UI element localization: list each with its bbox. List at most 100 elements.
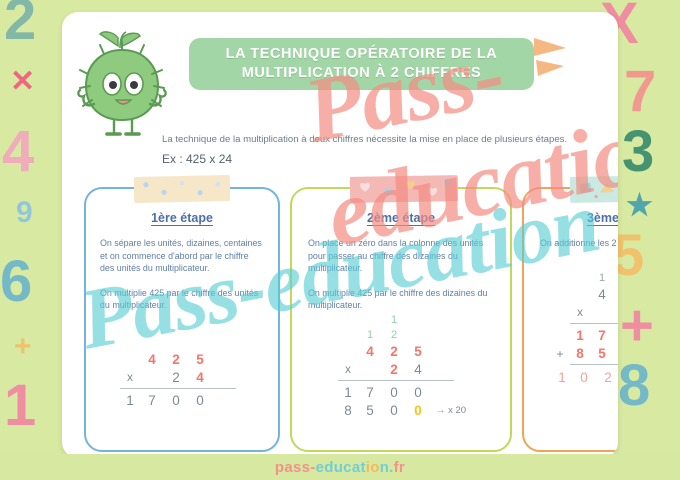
carry-digit: 1 (614, 257, 618, 269)
digit: 0 (172, 393, 180, 408)
digit: 0 (414, 385, 422, 400)
carry-digit: 1 (598, 271, 606, 284)
bg-shape-number: 7 (624, 59, 657, 124)
step-3-title: 3ème étape (586, 211, 618, 225)
step-1-title: 1ère étape (151, 211, 213, 225)
calc2-product1-row: 1 7 0 0 (338, 384, 466, 402)
divider (570, 364, 618, 365)
digit: 2 (390, 343, 398, 359)
digit: 7 (598, 328, 606, 343)
divider (570, 322, 618, 324)
bg-shape-number: 9 (16, 196, 33, 229)
digit: 2 (614, 287, 618, 302)
digit: 2 (604, 369, 612, 385)
digit: 1 (344, 385, 352, 400)
digit: 7 (366, 385, 374, 400)
washi-tape-icon (569, 175, 618, 203)
bg-shape-number: + (620, 293, 654, 358)
bg-shape-number: 8 (618, 353, 651, 418)
calc3-multiplier-row: x 2 4 (570, 303, 618, 321)
step-1-paragraph-1: On sépare les unités, dizaines, centaine… (100, 238, 262, 274)
washi-tape-icon (133, 174, 231, 204)
digit: 8 (576, 346, 584, 361)
calc3-total-row: 1 0 2 0 0 (552, 368, 618, 386)
calc2-carry-second-row: 1 2 (338, 327, 466, 342)
digit: 5 (598, 346, 606, 361)
calculation-step-1: 4 2 5 x 2 4 1 7 0 0 (120, 350, 236, 410)
divider (120, 387, 236, 389)
calc1-product-row: 1 7 0 0 (120, 392, 236, 410)
step-panel-3: 3ème étape On additionne les 2 résultats… (522, 175, 618, 452)
digit: 4 (414, 361, 422, 377)
monster-mascot-icon (77, 31, 167, 136)
brand-part: - (310, 458, 316, 476)
step-3-paragraph-1: On additionne les 2 résultats. (540, 238, 618, 248)
calc1-multiplier-row: x 2 4 (120, 368, 236, 386)
carry-digit: 1 (390, 313, 398, 326)
step-panel-1: 1ère étape On sépare les unités, dizaine… (84, 174, 280, 452)
example-text: Ex : 425 x 24 (162, 152, 233, 166)
calc3-carry-top-row: 1 (570, 255, 618, 270)
bg-shape-number: 1 (4, 373, 37, 438)
bg-shape-plus: + (14, 330, 32, 363)
highlighted-zero: 0 (414, 403, 422, 418)
digit: 2 (172, 369, 180, 385)
calc1-multiplicand-row: 4 2 5 (120, 350, 236, 368)
digit: 7 (148, 393, 156, 408)
digit: 0 (196, 393, 204, 408)
bg-shape-number: 2 (4, 0, 37, 52)
site-brand[interactable]: pass-education.fr (275, 459, 405, 476)
carry-digit: 2 (614, 272, 618, 284)
digit: 4 (148, 351, 156, 367)
carry-digit: 1 (366, 328, 374, 341)
digit: 2 (390, 361, 398, 377)
digit: 0 (390, 403, 398, 418)
digit: 2 (614, 305, 618, 320)
bg-shape-number: 6 (0, 249, 33, 314)
plus-sign: + (556, 346, 564, 361)
calc2-annotation: → x 20 (436, 405, 467, 416)
brand-part: fr (393, 458, 406, 476)
bg-shape-star: ★ (626, 189, 653, 222)
brand-part: n. (379, 458, 394, 476)
digit: 2 (172, 351, 180, 367)
calc3-product2-row: + 8 5 0 0 (556, 345, 618, 363)
step-2-paragraph-1: On place un zéro dans la colonne des uni… (308, 238, 484, 274)
step-panel-2: 2ème étape On place un zéro dans la colo… (290, 175, 512, 452)
washi-tape-icon (349, 175, 459, 203)
digit: 1 (126, 393, 134, 408)
title-line-2: MULTIPLICATION À 2 CHIFFRES (241, 65, 482, 81)
digit: 5 (196, 351, 204, 367)
carry-digit: 2 (390, 328, 398, 341)
brand-part: edu (315, 458, 344, 476)
page-title: LA TECHNIQUE OPÉRATOIRE DE LA MULTIPLICA… (189, 38, 534, 90)
digit: 4 (366, 343, 374, 359)
digit: 8 (344, 403, 352, 418)
calculation-step-2: 1 1 2 4 2 5 x 2 4 1 7 0 0 8 (338, 312, 466, 420)
step-1-paragraph-2: On multiplie 425 par le chiffre des unit… (100, 287, 259, 311)
bg-shape-number: 4 (2, 119, 35, 184)
digit: 0 (614, 328, 618, 343)
multiply-sign: x (577, 305, 583, 319)
calc3-multiplicand-row: 4 2 5 (570, 285, 618, 303)
multiply-sign: x (345, 362, 351, 376)
calc2-multiplicand-row: 4 2 5 (338, 342, 466, 360)
brand-part: cat (343, 458, 366, 476)
intro-text: La technique de la multiplication à deux… (162, 134, 568, 145)
digit: 5 (414, 343, 422, 359)
divider (338, 379, 454, 381)
calc2-multiplier-row: x 2 4 (338, 360, 466, 378)
calc3-carry-second-row: 1 2 (570, 270, 618, 285)
calc3-product1-row: 1 7 0 0 (570, 327, 618, 345)
calc2-carry-top-row: 1 (338, 312, 466, 327)
worksheet-page: LA TECHNIQUE OPÉRATOIRE DE LA MULTIPLICA… (62, 12, 618, 458)
calc2-product2-row: 8 5 0 0 → x 20 (338, 402, 466, 420)
digit: 4 (598, 286, 606, 302)
bg-shape-number: 3 (622, 119, 655, 184)
step-2-paragraph-2: On multiplie 425 par le chiffre des diza… (308, 287, 488, 311)
calculation-step-3: 1 1 2 4 2 5 x 2 4 1 7 0 0 + (556, 255, 618, 386)
footer-bar: pass-education.fr (0, 454, 680, 480)
step-2-title: 2ème étape (366, 211, 436, 225)
digit: 1 (558, 369, 566, 385)
multiply-sign: x (127, 370, 133, 384)
